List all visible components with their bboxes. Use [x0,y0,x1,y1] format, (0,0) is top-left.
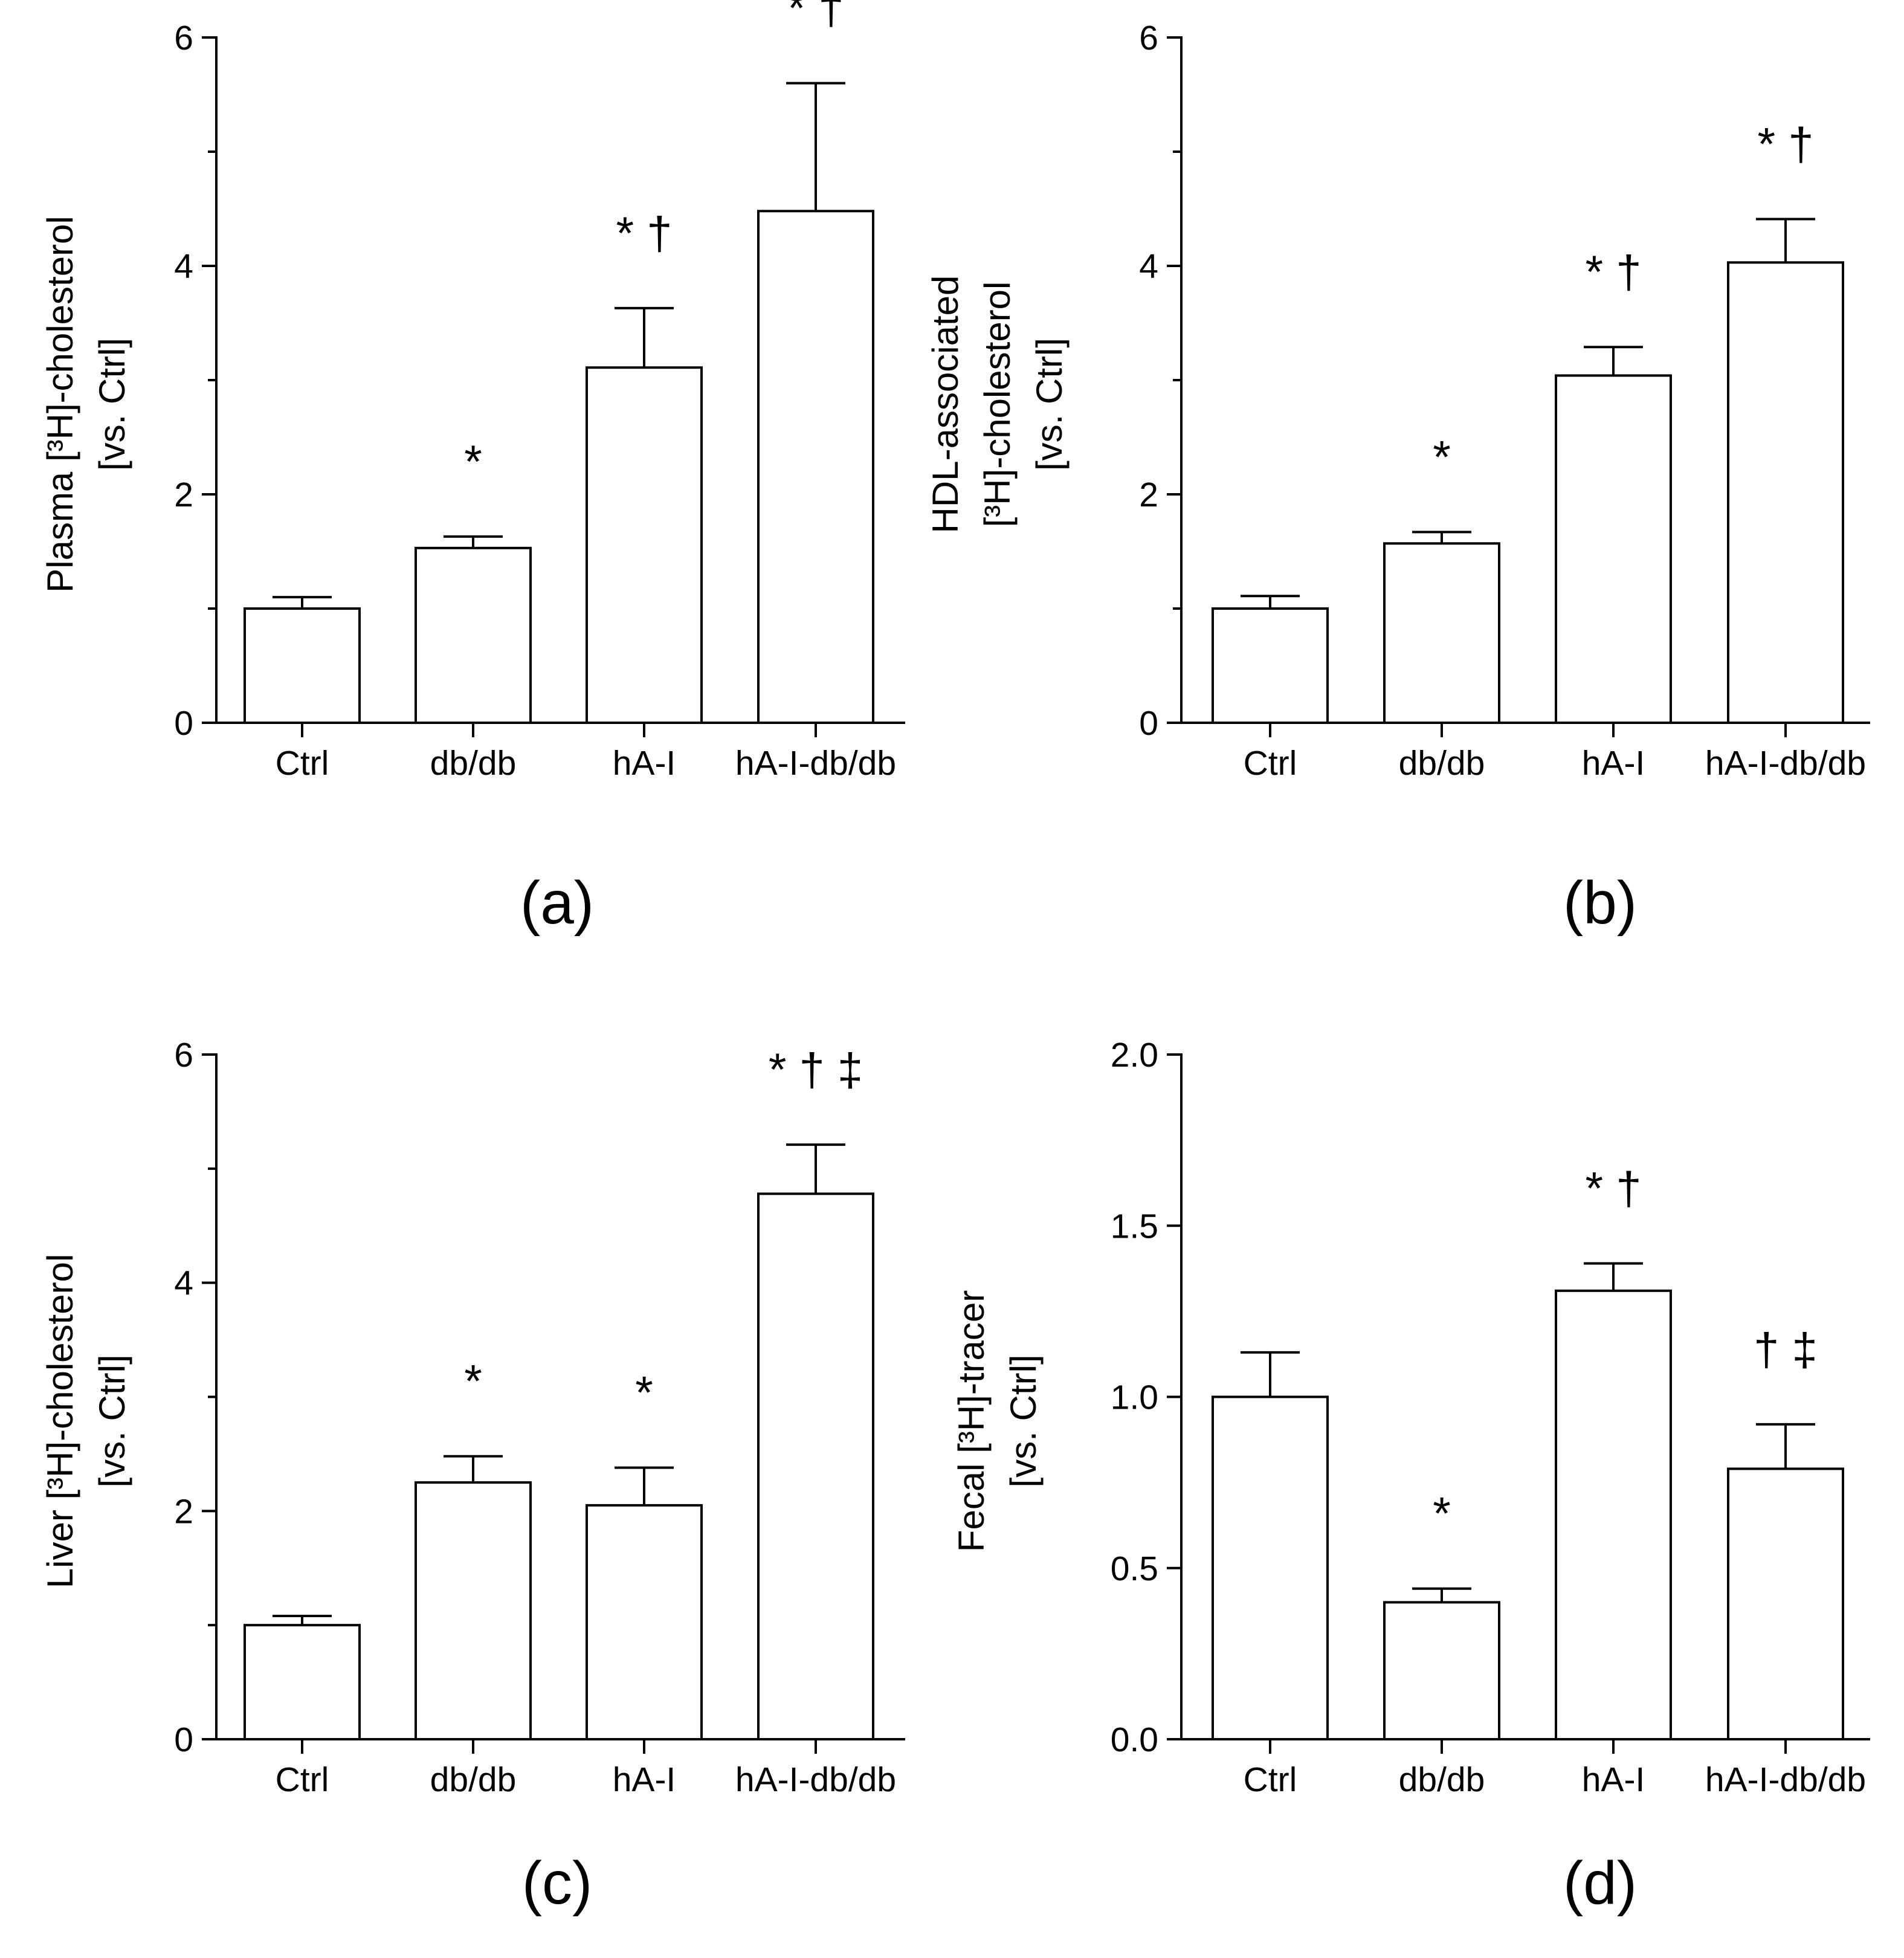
significance-mark: * [1433,1488,1451,1540]
x-tick-label: hA-I-db/db [1705,744,1866,783]
y-axis-label: [³H]-cholesterol [977,282,1018,528]
significance-mark: * † [1758,119,1814,170]
y-axis-label: [vs. Ctrl] [92,338,132,471]
bar [1727,1467,1844,1741]
y-tick-label: 2 [174,476,193,514]
y-tick-label: 4 [1139,247,1158,286]
y-tick-label: 6 [1139,19,1158,57]
x-tick-label: db/db [1399,744,1485,783]
y-axis-label: Plasma [³H]-cholesterol [40,216,80,593]
y-tick-label: 0.0 [1111,1721,1158,1759]
y-tick-label: 1.5 [1111,1207,1158,1246]
significance-mark: * † [1586,1163,1642,1215]
bar [1212,607,1329,724]
y-tick-label: 0 [1139,704,1158,743]
panel-a: 0 2 4 6 Ctrl db/db * hA-I * † hA-I-db/db * † Plasma… [40,0,905,937]
significance-mark: * [635,1368,653,1419]
y-tick-label: 6 [174,19,193,57]
panel-d: 0.0 0.5 1.0 1.5 2.0 Ctrl db/db * hA-I * † hA-I-db/… [951,1036,1870,1917]
panel-label: (c) [522,1849,593,1917]
significance-mark: * [464,436,482,488]
y-tick-label: 4 [174,1264,193,1303]
y-tick-label: 0 [174,1721,193,1759]
x-tick-label: hA-I-db/db [735,744,896,783]
y-tick-label: 6 [174,1036,193,1074]
x-tick-label: db/db [430,1760,517,1799]
bar [1555,374,1672,724]
panel-label: (b) [1563,869,1637,937]
x-tick-label: Ctrl [276,744,329,783]
bar [757,210,874,724]
x-tick-label: hA-I [613,744,676,783]
x-tick-label: hA-I [1582,744,1645,783]
significance-mark: * † [1586,247,1642,298]
x-tick-label: Ctrl [1244,1760,1297,1799]
significance-mark: † ‡ [1754,1324,1818,1375]
y-tick-label: 1.0 [1111,1378,1158,1417]
bar [757,1192,874,1741]
x-tick-label: Ctrl [1244,744,1297,783]
panel-label: (d) [1563,1849,1637,1917]
bar [415,1481,532,1740]
significance-mark: * † ‡ [769,1044,863,1096]
y-tick-label: 0.5 [1111,1549,1158,1588]
significance-mark: * [1433,431,1451,483]
significance-mark: * † [616,208,673,259]
y-axis-label: Fecal [³H]-tracer [951,1290,992,1552]
y-tick-label: 4 [174,247,193,286]
x-tick-label: hA-I [1582,1760,1645,1799]
y-axis-label: [vs. Ctrl] [1003,1355,1044,1488]
y-axis-label: [vs. Ctrl] [1029,338,1070,471]
panel-b: 0 2 4 6 Ctrl db/db * hA-I * † hA-I-db/db * † HDL-as… [925,19,1870,937]
x-tick-label: hA-I-db/db [1705,1760,1866,1799]
x-tick-label: Ctrl [276,1760,329,1799]
y-axis-label: [vs. Ctrl] [92,1355,132,1488]
y-tick-label: 2 [1139,476,1158,514]
x-tick-label: hA-I-db/db [735,1760,896,1799]
bar [244,1624,361,1741]
bar [1383,1601,1500,1740]
x-tick-label: hA-I [613,1760,676,1799]
bar [1383,542,1500,725]
y-tick-label: 2 [174,1492,193,1531]
x-tick-label: db/db [1399,1760,1485,1799]
bar [1555,1289,1672,1740]
panel-label: (a) [520,869,594,937]
bar [586,366,703,724]
bar [415,546,532,725]
x-tick-label: db/db [430,744,517,783]
significance-mark: * † [788,0,844,34]
y-tick-label: 2.0 [1111,1036,1158,1074]
bar [244,607,361,724]
bar [586,1504,703,1740]
panel-c: 0 2 4 6 Ctrl db/db * hA-I * hA-I-db/db * † ‡ Liver … [40,1036,905,1917]
bar [1727,261,1844,724]
bar [1212,1395,1329,1740]
y-tick-label: 0 [174,704,193,743]
significance-mark: * [464,1356,482,1407]
y-axis-label: HDL-associated [925,276,966,534]
y-axis-label: Liver [³H]-cholesterol [40,1254,80,1589]
